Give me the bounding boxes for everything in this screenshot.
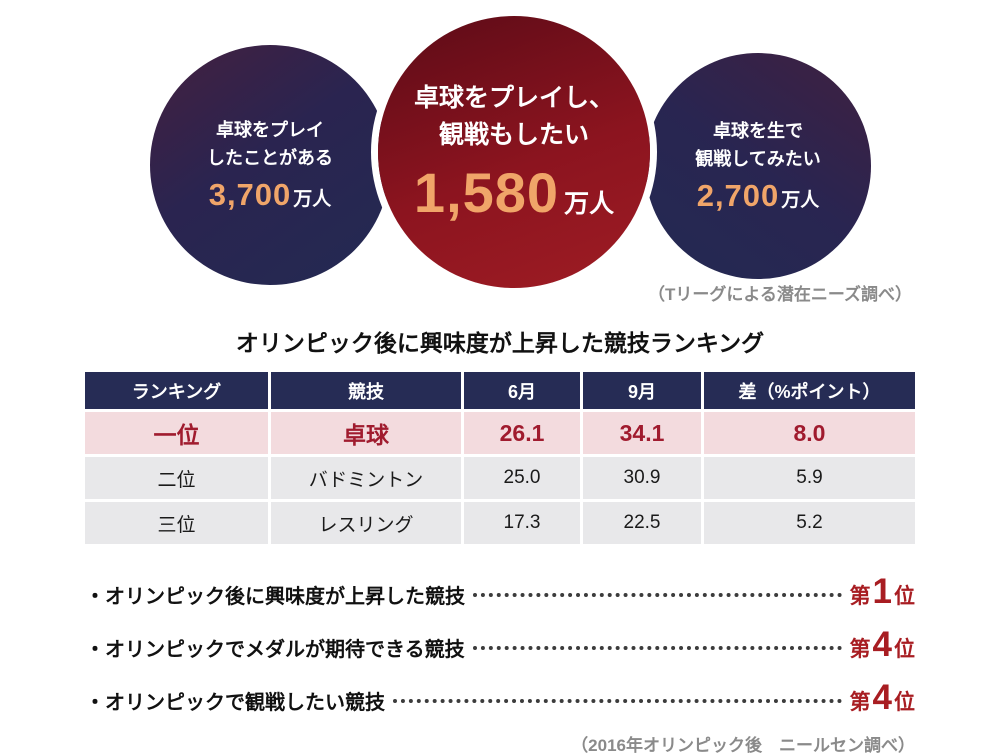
rank-number: 4 [872, 678, 892, 717]
table-cell-june: 26.1 [464, 412, 580, 454]
stat-circles-section: 卓球をプレイ したことがある 3,700 万人 卓球をプレイし、 観戦もしたい 1… [0, 0, 1000, 308]
table-cell-sport: レスリング [271, 502, 461, 544]
bullet-row-interest-rise: ・オリンピック後に興味度が上昇した競技 第1位 [85, 572, 915, 612]
circle-text-line1: 卓球を生で [713, 120, 803, 141]
dot-leader [473, 593, 842, 597]
circle-text-line1: 卓球をプレイし、 [413, 83, 614, 112]
bottom-source-caption: （2016年オリンピック後 ニールセン調べ） [571, 736, 915, 755]
table-header-ranking: ランキング [85, 372, 268, 409]
circle-stat-number: 1,580 [413, 160, 560, 224]
table-cell-rank: 二位 [85, 457, 268, 499]
rank-suffix: 位 [894, 638, 915, 661]
rank-value: 第1位 [850, 572, 915, 612]
stat-circle-played: 卓球をプレイ したことがある 3,700 万人 [150, 45, 390, 285]
circle-stat-number: 2,700 [696, 178, 780, 214]
rank-number: 4 [872, 625, 892, 664]
table-header-sept: 9月 [583, 372, 701, 409]
circle-stat: 3,700 万人 [209, 177, 332, 213]
bullet-label: ・オリンピック後に興味度が上昇した競技 [85, 586, 465, 608]
table-cell-diff: 5.9 [704, 457, 915, 499]
dot-leader [472, 646, 842, 650]
rank-value: 第4位 [850, 625, 915, 665]
rank-value: 第4位 [850, 678, 915, 718]
circle-stat-number: 3,700 [208, 177, 292, 213]
circle-stat-unit: 万人 [781, 190, 820, 212]
rank-prefix: 第 [849, 638, 871, 661]
table-header-diff: 差（%ポイント） [704, 372, 915, 409]
table-title: オリンピック後に興味度が上昇した競技ランキング [235, 330, 765, 356]
circle-text-line1: 卓球をプレイ [216, 119, 324, 140]
table-cell-diff: 8.0 [704, 412, 915, 454]
rank-prefix: 第 [849, 691, 871, 714]
bullet-row-want-to-watch: ・オリンピックで観戦したい競技 第4位 [85, 678, 915, 718]
ranking-bullets-section: ・オリンピック後に興味度が上昇した競技 第1位 ・オリンピックでメダルが期待でき… [85, 572, 915, 718]
table-header-june: 6月 [464, 372, 580, 409]
table-cell-diff: 5.2 [704, 502, 915, 544]
table-cell-rank: 一位 [85, 412, 268, 454]
dot-leader [393, 699, 842, 703]
table-cell-sport: 卓球 [271, 412, 461, 454]
rank-suffix: 位 [894, 585, 915, 608]
bullet-label: ・オリンピックでメダルが期待できる競技 [85, 639, 465, 661]
circles-source-caption: （Tリーグによる潜在ニーズ調べ） [647, 285, 912, 304]
rank-suffix: 位 [894, 691, 915, 714]
table-cell-june: 25.0 [464, 457, 580, 499]
circle-stat: 2,700 万人 [697, 178, 820, 214]
table-cell-rank: 三位 [85, 502, 268, 544]
circle-stat-unit: 万人 [564, 189, 615, 218]
table-header-sport: 競技 [271, 372, 461, 409]
circle-text-line2: 観戦してみたい [695, 148, 821, 169]
bullet-label: ・オリンピックで観戦したい競技 [85, 692, 385, 714]
circle-stat: 1,580 万人 [414, 160, 614, 225]
table-cell-sept: 22.5 [583, 502, 701, 544]
table-cell-sept: 30.9 [583, 457, 701, 499]
rank-number: 1 [872, 572, 892, 611]
ranking-table: ランキング 競技 6月 9月 差（%ポイント） 一位 卓球 26.1 34.1 … [85, 372, 915, 544]
circle-text-line2: したことがある [207, 147, 333, 168]
table-cell-sept: 34.1 [583, 412, 701, 454]
stat-circle-play-and-watch: 卓球をプレイし、 観戦もしたい 1,580 万人 [378, 16, 650, 288]
circle-stat-unit: 万人 [293, 189, 332, 211]
circle-text-line2: 観戦もしたい [438, 121, 589, 149]
rank-prefix: 第 [849, 585, 871, 608]
stat-circle-watch-live: 卓球を生で 観戦してみたい 2,700 万人 [645, 53, 871, 279]
table-cell-june: 17.3 [464, 502, 580, 544]
bullet-row-medal-expected: ・オリンピックでメダルが期待できる競技 第4位 [85, 625, 915, 665]
table-cell-sport: バドミントン [271, 457, 461, 499]
